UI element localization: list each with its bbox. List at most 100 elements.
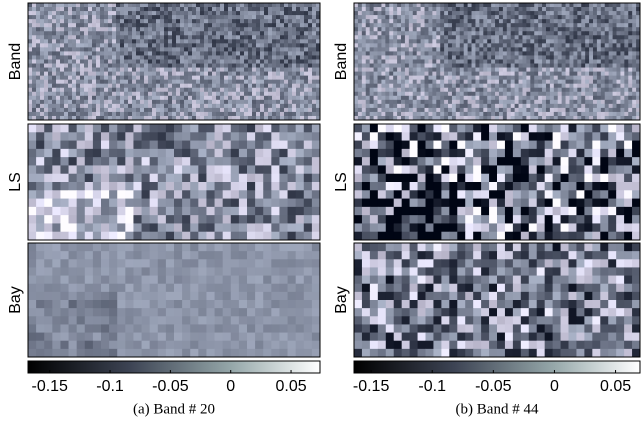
pixel bbox=[133, 190, 142, 199]
pixel bbox=[288, 115, 293, 121]
pixel bbox=[120, 83, 125, 89]
image-panel bbox=[354, 3, 641, 121]
pixel bbox=[28, 206, 37, 216]
pixel bbox=[287, 259, 297, 268]
pixel bbox=[60, 27, 65, 32]
pixel bbox=[408, 63, 414, 68]
pixel bbox=[284, 27, 289, 32]
pixel bbox=[471, 59, 476, 64]
pixel bbox=[577, 59, 582, 64]
pixel bbox=[240, 75, 245, 81]
pixel bbox=[451, 15, 457, 20]
pixel bbox=[133, 206, 142, 216]
pixel bbox=[608, 91, 613, 97]
pixel bbox=[596, 51, 602, 56]
pixel bbox=[247, 300, 256, 309]
pixel bbox=[157, 140, 167, 150]
pixel bbox=[60, 243, 69, 252]
pixel bbox=[377, 43, 382, 48]
pixel bbox=[612, 23, 617, 28]
pixel bbox=[44, 283, 53, 293]
pixel bbox=[256, 51, 261, 56]
pixel bbox=[304, 11, 309, 16]
pixel bbox=[385, 31, 390, 36]
pixel bbox=[451, 23, 457, 28]
pixel bbox=[463, 83, 469, 89]
pixel bbox=[248, 23, 253, 28]
pixel bbox=[569, 67, 574, 72]
pixel bbox=[128, 39, 133, 44]
pixel bbox=[80, 91, 85, 97]
pixel bbox=[124, 95, 129, 101]
pixel bbox=[471, 75, 476, 81]
pixel bbox=[549, 71, 555, 77]
pixel bbox=[140, 115, 145, 121]
pixel bbox=[557, 7, 563, 12]
pixel bbox=[440, 19, 445, 24]
pixel bbox=[44, 291, 53, 301]
pixel bbox=[141, 291, 151, 301]
pixel bbox=[168, 19, 173, 24]
pixel bbox=[204, 15, 209, 20]
pixel bbox=[561, 11, 566, 16]
pixel bbox=[224, 3, 229, 8]
pixel bbox=[188, 43, 193, 48]
pixel bbox=[182, 206, 191, 216]
pixel bbox=[68, 11, 73, 16]
pixel bbox=[565, 87, 570, 93]
pixel bbox=[459, 83, 465, 89]
pixel bbox=[182, 198, 191, 208]
pixel bbox=[104, 91, 109, 97]
pixel bbox=[72, 95, 77, 101]
pixel bbox=[577, 99, 582, 105]
pixel bbox=[304, 75, 309, 81]
pixel bbox=[316, 107, 321, 113]
pixel bbox=[108, 31, 113, 36]
pixel bbox=[369, 7, 374, 12]
pixel bbox=[260, 63, 265, 68]
pixel bbox=[506, 79, 512, 85]
pixel bbox=[188, 59, 193, 64]
pixel bbox=[436, 63, 441, 68]
pixel bbox=[192, 27, 197, 32]
pixel bbox=[369, 39, 374, 44]
pixel bbox=[292, 15, 297, 20]
pixel bbox=[451, 79, 457, 85]
pixel bbox=[268, 91, 273, 97]
pixel bbox=[133, 124, 142, 133]
pixel bbox=[424, 55, 429, 60]
pixel bbox=[52, 99, 57, 105]
pixel bbox=[220, 103, 225, 109]
pixel bbox=[280, 75, 285, 81]
pixel bbox=[64, 111, 69, 117]
pixel bbox=[68, 148, 78, 158]
pixel bbox=[68, 39, 73, 44]
pixel bbox=[296, 39, 301, 44]
pixel bbox=[68, 95, 73, 101]
pixel bbox=[491, 23, 496, 28]
pixel bbox=[224, 115, 229, 121]
pixel bbox=[428, 35, 433, 40]
pixel bbox=[303, 190, 313, 199]
pixel bbox=[220, 11, 225, 16]
pixel bbox=[365, 23, 371, 28]
pixel bbox=[196, 35, 201, 40]
pixel bbox=[28, 7, 33, 12]
pixel bbox=[381, 91, 386, 97]
pixel bbox=[149, 348, 159, 358]
pixel bbox=[76, 251, 86, 260]
pixel bbox=[116, 107, 121, 113]
pixel bbox=[377, 7, 382, 12]
pixel bbox=[589, 23, 594, 28]
pixel bbox=[589, 63, 594, 68]
pixel bbox=[487, 91, 492, 97]
pixel bbox=[538, 63, 543, 68]
pixel bbox=[549, 47, 555, 52]
pixel bbox=[108, 51, 113, 56]
pixel bbox=[136, 15, 141, 20]
pixel bbox=[238, 165, 248, 175]
pixel bbox=[365, 47, 371, 52]
pixel bbox=[104, 71, 109, 77]
pixel bbox=[534, 75, 539, 81]
pixel bbox=[52, 115, 57, 121]
